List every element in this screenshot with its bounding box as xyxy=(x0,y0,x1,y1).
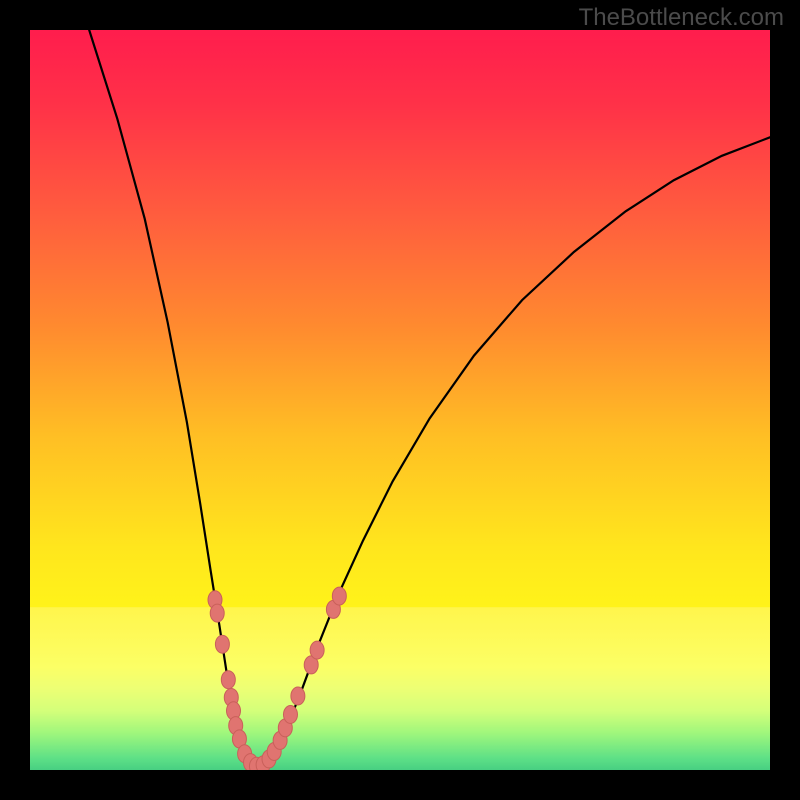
marker-point xyxy=(291,687,305,705)
marker-point xyxy=(310,641,324,659)
marker-point xyxy=(283,706,297,724)
marker-point xyxy=(332,587,346,605)
chart-container: TheBottleneck.com xyxy=(0,0,800,800)
light-band xyxy=(30,607,770,770)
plot-area xyxy=(30,30,770,770)
marker-point xyxy=(221,671,235,689)
overlay-svg xyxy=(30,30,770,770)
marker-point xyxy=(215,635,229,653)
watermark-text: TheBottleneck.com xyxy=(579,4,784,32)
marker-point xyxy=(210,604,224,622)
